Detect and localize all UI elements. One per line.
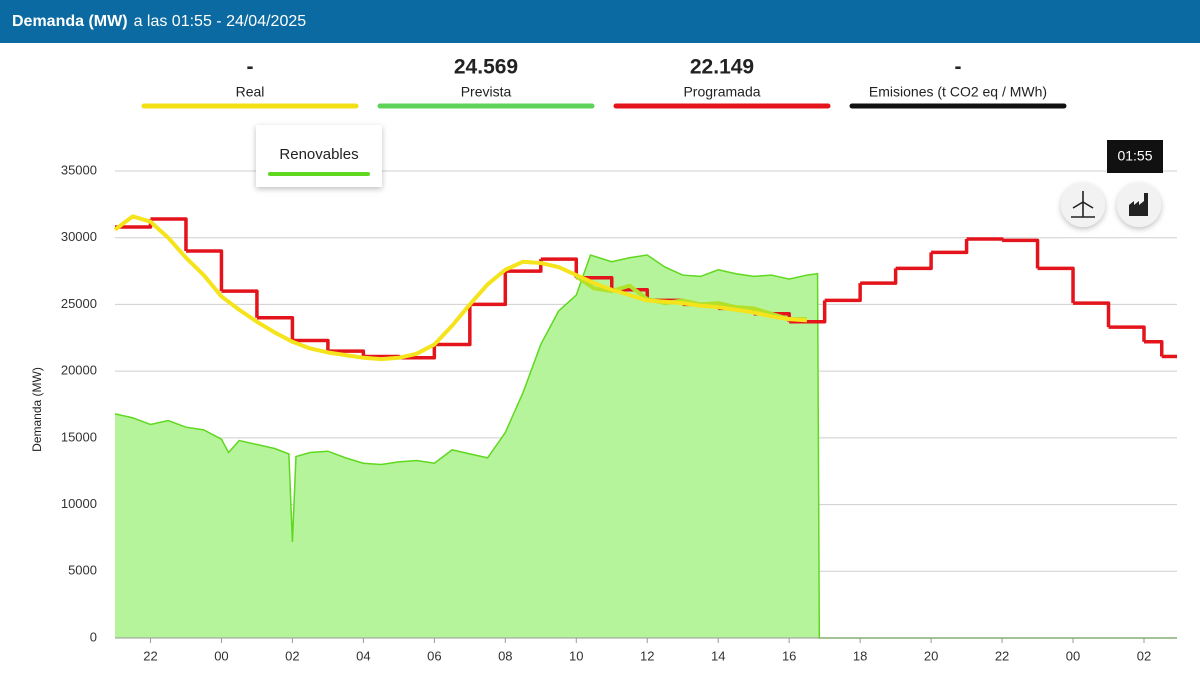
x-tick-label: 12 xyxy=(640,648,654,663)
step-segment xyxy=(860,268,898,285)
header-title: Demanda (MW) xyxy=(12,13,128,30)
indicator-label: Prevista xyxy=(461,84,512,100)
indicator-value: - xyxy=(955,56,962,79)
plot: Demanda (MW) 0 5000 10000 15000 20000 25000 300… xyxy=(30,162,1177,663)
wind-button[interactable] xyxy=(1061,183,1105,227)
time-badge xyxy=(1107,140,1163,173)
header-subtitle: a las 01:55 - 24/04/2025 xyxy=(134,13,307,30)
y-tick-label: 25000 xyxy=(61,296,97,311)
x-tick-label: 08 xyxy=(498,648,512,663)
wind-icon xyxy=(1071,191,1095,218)
step-segment xyxy=(185,249,224,292)
step-segment xyxy=(327,349,366,357)
step-segment xyxy=(469,271,508,307)
x-tick-label: 00 xyxy=(1066,648,1080,663)
step-segment xyxy=(1073,301,1111,328)
x-tick-label: 10 xyxy=(569,648,583,663)
area-fill xyxy=(115,255,1177,638)
area-line xyxy=(114,254,1177,639)
renovables-tooltip: Renovables xyxy=(256,125,382,187)
indicator-value: 22.149 xyxy=(690,56,754,79)
y-tick-label: 0 xyxy=(90,629,97,644)
x-tick-label: 18 xyxy=(853,648,867,663)
x-tick-label: 04 xyxy=(356,648,370,663)
step-segment xyxy=(292,338,330,352)
step-segment xyxy=(966,237,1004,241)
y-tick-label: 5000 xyxy=(68,563,97,578)
header-bar xyxy=(0,0,1200,43)
indicator-label: Programada xyxy=(683,84,760,100)
x-tick-label: 00 xyxy=(214,648,228,663)
y-tick-label: 20000 xyxy=(61,363,97,378)
indicator-label: Real xyxy=(236,84,265,100)
factory-icon xyxy=(1129,193,1148,216)
factory-button[interactable] xyxy=(1117,183,1161,227)
x-tick-label: 02 xyxy=(285,648,299,663)
step-segment xyxy=(256,316,295,341)
step-segment xyxy=(221,289,259,318)
step-segment xyxy=(1144,340,1164,357)
tooltip-label: Renovables xyxy=(279,146,358,163)
y-tick-label: 10000 xyxy=(61,496,97,511)
x-tick-label: 06 xyxy=(427,648,441,663)
step-segment xyxy=(150,217,188,252)
x-tick-label: 02 xyxy=(1137,648,1151,663)
x-tick-label: 22 xyxy=(143,648,157,663)
y-tick-label: 35000 xyxy=(61,162,97,177)
indicator-value: 24.569 xyxy=(454,56,518,79)
tooltip-box xyxy=(256,125,382,187)
line xyxy=(113,214,808,362)
step-segment xyxy=(1037,266,1075,304)
x-tick-label: 22 xyxy=(995,648,1009,663)
x-tick-label: 14 xyxy=(711,648,725,663)
step-segment xyxy=(931,239,969,255)
step-segment xyxy=(824,283,862,303)
step-segment xyxy=(398,344,437,360)
x-tick-label: 16 xyxy=(782,648,796,663)
step-segment xyxy=(1002,238,1040,269)
step-segment xyxy=(895,252,933,271)
step-segment xyxy=(1108,325,1146,342)
time-badge-text: 01:55 xyxy=(1117,148,1152,164)
indicators: - Real 24.569 Prevista 22.149 Programada - Emis… xyxy=(141,56,1067,109)
step-segment xyxy=(540,257,579,278)
indicator-value: - xyxy=(247,56,254,79)
y-tick-label: 15000 xyxy=(61,429,97,444)
step-segment xyxy=(434,304,472,347)
x-tick-label: 20 xyxy=(924,648,938,663)
y-axis-label: Demanda (MW) xyxy=(30,367,44,452)
y-tick-label: 30000 xyxy=(61,229,97,244)
header-text: Demanda (MW) a las 01:55 - 24/04/2025 xyxy=(12,13,306,30)
step-segment xyxy=(576,275,614,290)
indicator-label: Emisiones (t CO2 eq / MWh) xyxy=(869,84,1047,100)
